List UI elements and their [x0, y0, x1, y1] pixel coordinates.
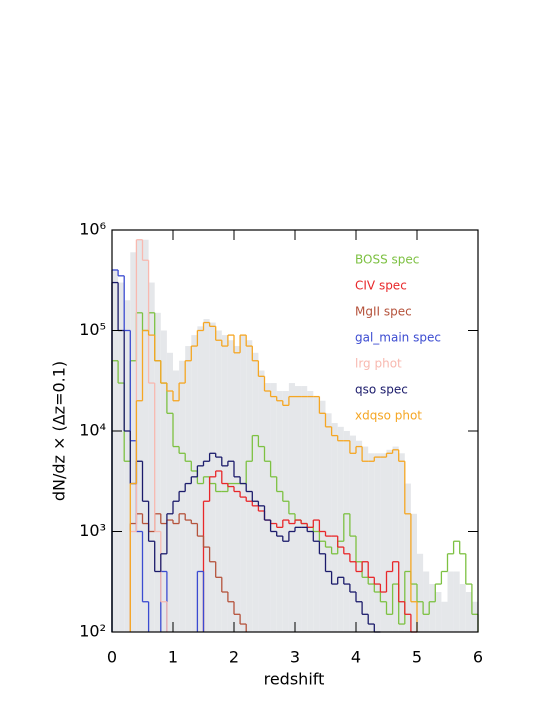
total-bar [362, 446, 369, 632]
total-bar [392, 446, 399, 632]
total-bar [423, 571, 430, 632]
total-bar [380, 453, 387, 632]
x-tick-label: 4 [351, 648, 361, 667]
x-tick-label: 1 [168, 648, 178, 667]
legend-label: xdqso phot [355, 409, 422, 423]
legend-label: qso spec [355, 383, 408, 397]
legend-label: lrg phot [355, 357, 402, 371]
total-bar [319, 400, 326, 632]
x-axis-label: redshift [264, 670, 325, 689]
total-bar [215, 330, 222, 632]
total-bar [264, 383, 271, 632]
total-bar [136, 239, 143, 633]
total-bar [417, 553, 424, 632]
total-bar [288, 383, 295, 632]
total-bar [374, 453, 381, 632]
total-bar [185, 346, 192, 632]
total-bar [246, 340, 253, 632]
total-bar [453, 571, 460, 632]
x-tick-label: 5 [412, 648, 422, 667]
y-tick-label: 10⁴ [79, 421, 106, 440]
legend-label: MgII spec [355, 305, 412, 319]
total-bar [295, 386, 302, 632]
total-bar [197, 326, 204, 632]
total-bar [410, 513, 417, 632]
total-bar [349, 435, 356, 632]
total-bar [276, 391, 283, 632]
total-bar [331, 423, 338, 632]
total-bar [465, 592, 472, 632]
total-bar [441, 601, 448, 632]
total-bar [356, 440, 363, 632]
total-bar [166, 352, 173, 632]
total-bar [179, 360, 186, 632]
legend-label: gal_main spec [355, 331, 441, 345]
y-axis-label: dN/dz × (Δz=0.1) [50, 361, 69, 501]
total-bar [112, 269, 119, 632]
total-bar [404, 483, 411, 632]
total-bar [148, 282, 155, 632]
total-bar [301, 386, 308, 632]
total-bar [282, 391, 289, 632]
x-tick-label: 2 [229, 648, 239, 667]
total-bar [343, 431, 350, 632]
plot-area [111, 239, 479, 633]
total-bar [142, 239, 149, 633]
total-bar [124, 300, 131, 632]
x-tick-label: 0 [107, 648, 117, 667]
total-bar [191, 335, 198, 632]
total-bar [398, 453, 405, 632]
total-bar [459, 584, 466, 632]
legend-label: BOSS spec [355, 253, 419, 267]
total-bar [307, 391, 314, 632]
total-bar [386, 449, 393, 632]
y-tick-label: 10² [79, 622, 106, 641]
total-bar [270, 383, 277, 632]
y-tick-label: 10³ [79, 521, 106, 540]
total-bar [447, 571, 454, 632]
total-bar [435, 592, 442, 632]
y-tick-label: 10⁶ [79, 220, 106, 239]
total-bar [118, 282, 125, 632]
total-bar [258, 370, 265, 632]
total-bar [313, 396, 320, 632]
total-bar [252, 352, 259, 632]
legend-label: CIV spec [355, 279, 407, 293]
x-tick-label: 3 [290, 648, 300, 667]
total-bar [130, 252, 137, 632]
y-tick-label: 10⁵ [79, 320, 106, 339]
total-bar [203, 319, 210, 632]
total-bar [471, 601, 478, 632]
total-bar [429, 584, 436, 632]
total-bar [154, 312, 161, 632]
total-bar [325, 413, 332, 632]
total-bar [234, 346, 241, 632]
total-bar [160, 330, 167, 632]
total-bar [368, 453, 375, 632]
total-bar [337, 426, 344, 632]
x-tick-label: 6 [473, 648, 483, 667]
